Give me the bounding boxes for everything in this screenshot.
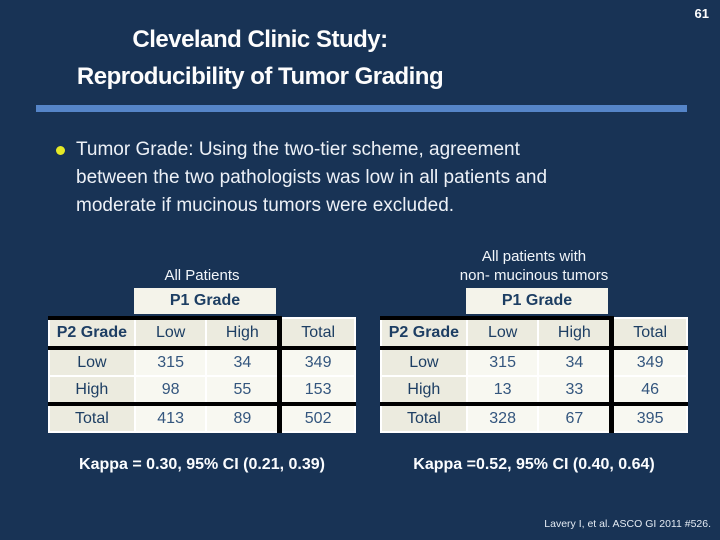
slide-title-line-2: Reproducibility of Tumor Grading xyxy=(76,63,444,90)
title-underline-bar xyxy=(36,105,687,112)
cell-low-total: 349 xyxy=(609,347,689,377)
cell-high-high: 33 xyxy=(537,375,613,405)
table-header-row: P2 Grade Low High Total xyxy=(48,316,357,350)
contingency-table-non-mucinous: P2 Grade Low High Total Low 315 34 349 H… xyxy=(380,316,689,433)
row-label-total: Total xyxy=(48,402,136,433)
cell-total-total: 502 xyxy=(277,402,357,433)
table-row-total: Total 413 89 502 xyxy=(48,402,357,433)
cell-high-total: 153 xyxy=(277,375,357,405)
cell-low-low: 315 xyxy=(133,347,208,377)
cell-low-low: 315 xyxy=(465,347,540,377)
panel-all-patients-title-line-1: All Patients xyxy=(164,267,240,284)
contingency-table-all-patients: P2 Grade Low High Total Low 315 34 349 H… xyxy=(48,316,357,433)
header-low: Low xyxy=(465,316,540,350)
panel-non-mucinous-title-line-1: All patients with xyxy=(481,248,587,265)
panel-all-patients-title: All Patients xyxy=(48,240,356,285)
header-low: Low xyxy=(133,316,208,350)
panel-non-mucinous-title: All patients with non- mucinous tumors xyxy=(380,240,688,285)
bullet-text-line-2: between the two pathologists was low in … xyxy=(76,167,548,188)
bullet-text: Tumor Grade: Using the two-tier scheme, … xyxy=(76,136,547,220)
header-p2-grade: P2 Grade xyxy=(48,316,136,350)
row-label-low: Low xyxy=(380,347,468,377)
panel-all-patients: All Patients P1 Grade P2 Grade Low High … xyxy=(48,240,357,474)
cell-high-total: 46 xyxy=(609,375,689,405)
bullet-text-line-1: Tumor Grade: Using the two-tier scheme, … xyxy=(76,139,520,160)
cell-total-high: 67 xyxy=(537,402,613,433)
kappa-statistic-all-patients: Kappa = 0.30, 95% CI (0.21, 0.39) xyxy=(79,456,325,473)
table-row-high: High 98 55 153 xyxy=(48,375,357,405)
cell-low-high: 34 xyxy=(537,347,613,377)
row-label-total: Total xyxy=(380,402,468,433)
table-row-high: High 13 33 46 xyxy=(380,375,689,405)
table-row-low: Low 315 34 349 xyxy=(48,347,357,377)
cell-high-low: 98 xyxy=(133,375,208,405)
header-high: High xyxy=(537,316,613,350)
cell-low-high: 34 xyxy=(205,347,281,377)
slide-title-line-1: Cleveland Clinic Study: xyxy=(132,26,388,53)
cell-total-total: 395 xyxy=(609,402,689,433)
table-header-row: P2 Grade Low High Total xyxy=(380,316,689,350)
cell-high-high: 55 xyxy=(205,375,281,405)
cell-total-low: 328 xyxy=(465,402,540,433)
table-row-total: Total 328 67 395 xyxy=(380,402,689,433)
cell-low-total: 349 xyxy=(277,347,357,377)
p1-grade-span-header: P1 Grade xyxy=(466,288,608,314)
header-total: Total xyxy=(277,317,357,350)
bullet-text-line-3: moderate if mucinous tumors were exclude… xyxy=(76,195,455,216)
slide-title: Cleveland Clinic Study: Reproducibility … xyxy=(0,21,520,95)
table-row-low: Low 315 34 349 xyxy=(380,347,689,377)
p1-grade-span-header: P1 Grade xyxy=(134,288,276,314)
bullet-item: Tumor Grade: Using the two-tier scheme, … xyxy=(50,136,547,220)
header-p2-grade: P2 Grade xyxy=(380,316,468,350)
row-label-high: High xyxy=(48,375,136,405)
cell-high-low: 13 xyxy=(465,375,540,405)
row-label-high: High xyxy=(380,375,468,405)
bullet-icon xyxy=(56,146,65,155)
page-number: 61 xyxy=(694,6,709,21)
panel-non-mucinous: All patients with non- mucinous tumors P… xyxy=(380,240,689,474)
header-high: High xyxy=(205,316,281,350)
panel-non-mucinous-title-line-2: non- mucinous tumors xyxy=(459,267,609,284)
header-total: Total xyxy=(609,317,689,350)
kappa-statistic-non-mucinous: Kappa =0.52, 95% CI (0.40, 0.64) xyxy=(413,456,655,473)
cell-total-high: 89 xyxy=(205,402,281,433)
cell-total-low: 413 xyxy=(133,402,208,433)
row-label-low: Low xyxy=(48,347,136,377)
citation: Lavery I, et al. ASCO GI 2011 #526. xyxy=(544,518,711,530)
